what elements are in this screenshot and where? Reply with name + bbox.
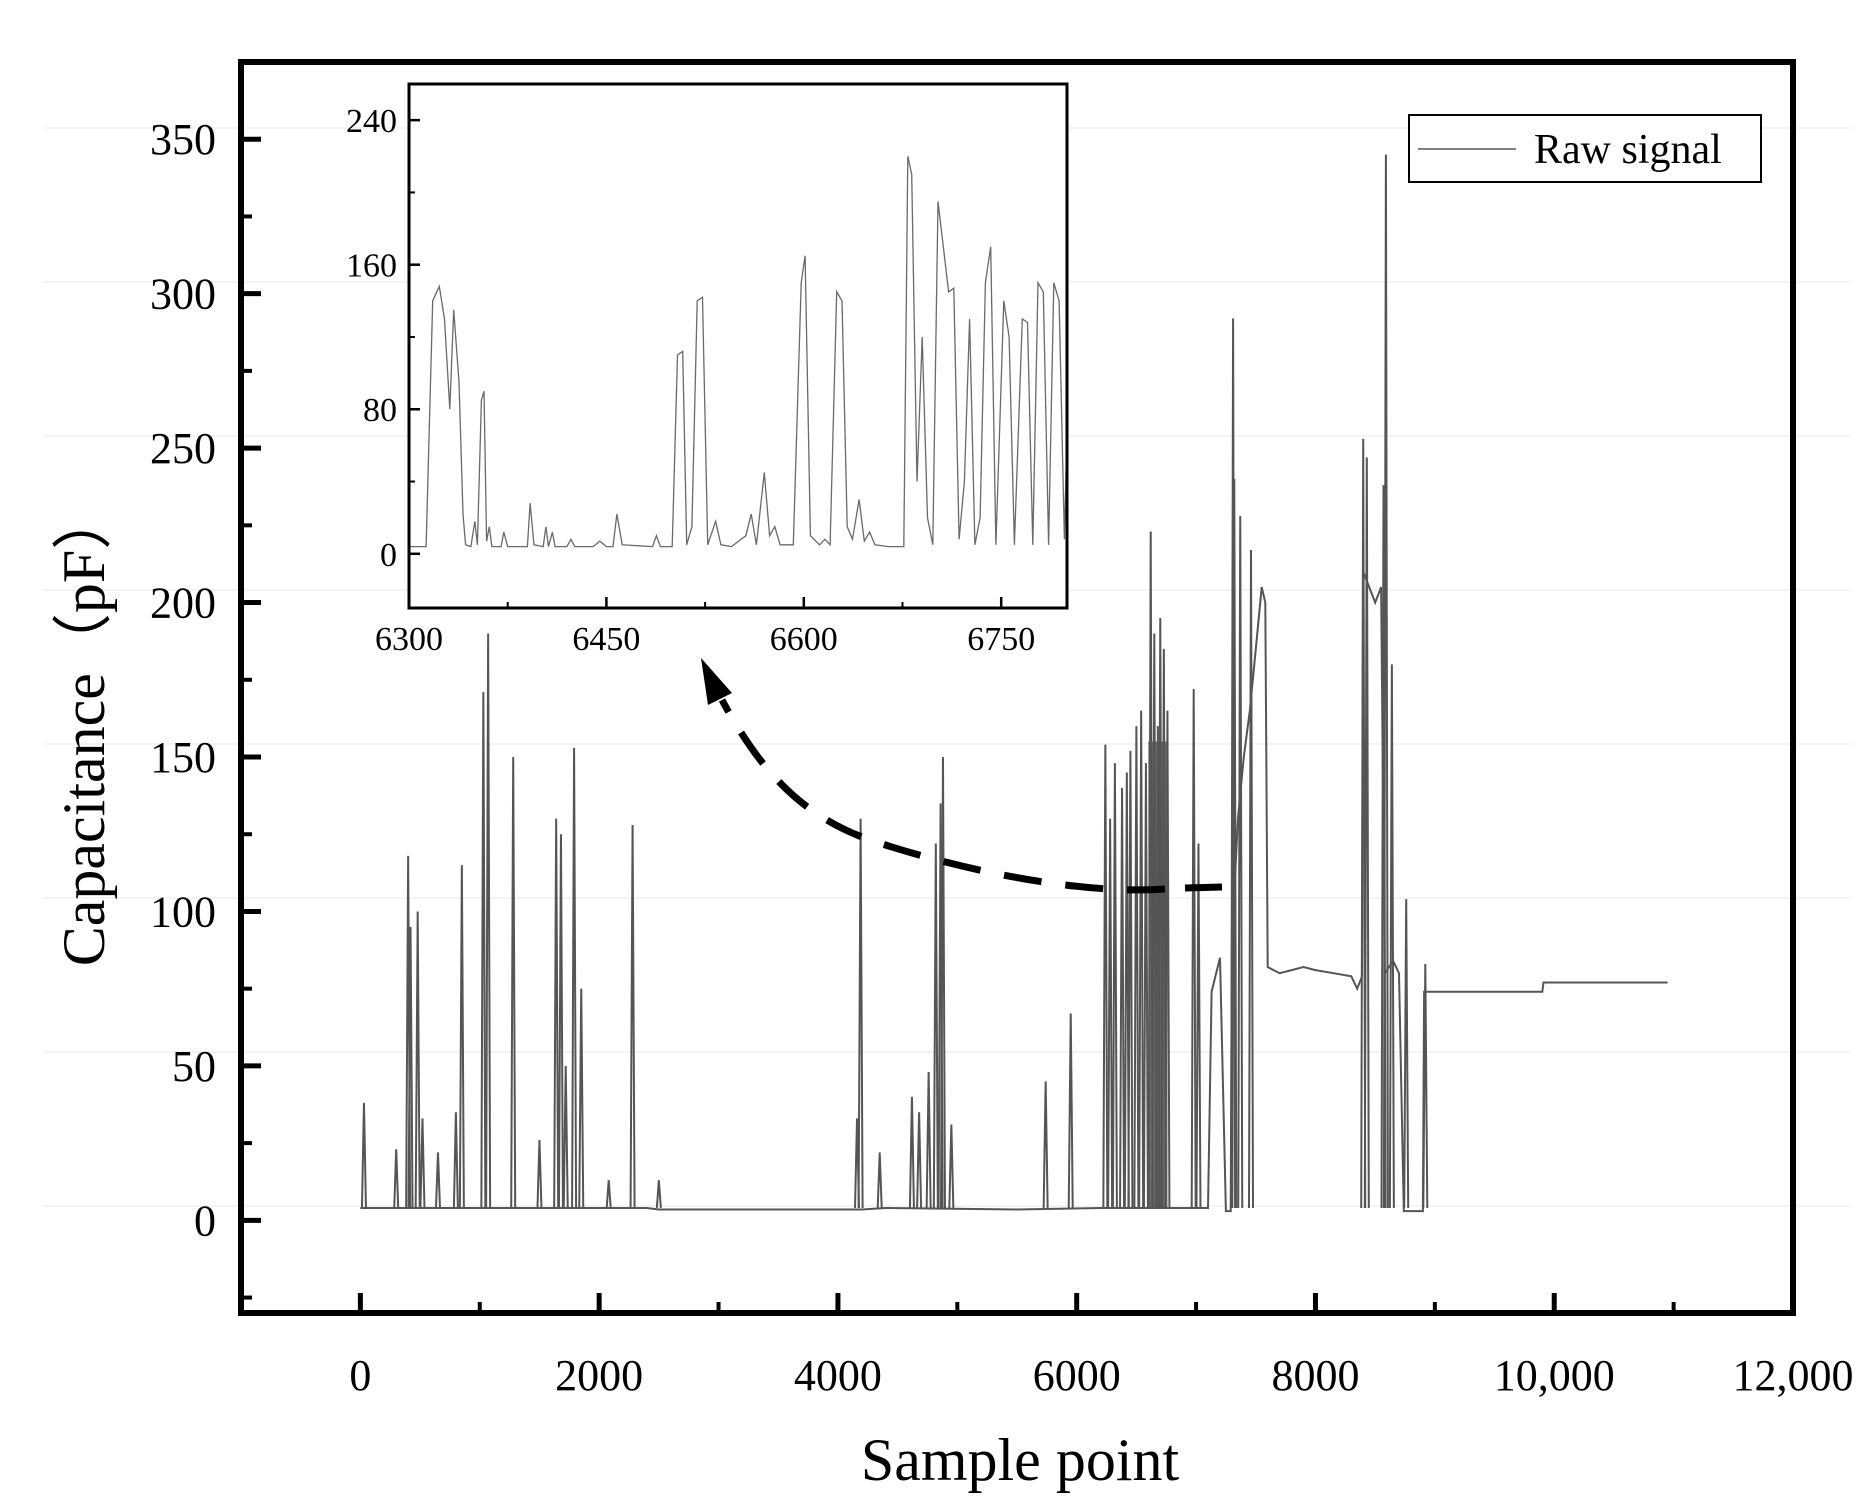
series-raw-signal-spike [485,633,492,1208]
x-tick-label: 8000 [1271,1351,1359,1400]
series-raw-signal-spike [458,865,465,1208]
series-raw-signal-spike [562,1065,569,1208]
legend: Raw signal [1408,114,1762,183]
series-raw-signal-spike [908,1096,915,1208]
series-raw-signal-spike [948,1124,955,1209]
series-raw-signal-spike [452,1112,459,1209]
plot-frame [238,59,1796,1316]
y-tick-label: 200 [150,579,216,628]
series-raw-signal-spike [407,926,414,1208]
y-tick-label: 0 [194,1196,216,1245]
series-raw-signal-spike [1388,664,1395,1208]
series-raw-signal-spike [393,1149,400,1209]
series-raw-signal-spike [1151,633,1158,1208]
inset-background [409,84,1067,608]
y-tick-label: 150 [150,733,216,782]
series-raw-signal-spike [1160,648,1167,1208]
series-raw-signal-spike [1111,763,1118,1208]
annotation-dashed-curve [718,698,1223,894]
series-raw-signal-spike [1147,531,1154,1208]
series-raw-signal-spike [857,818,864,1208]
y-tick-label: 50 [172,1042,216,1091]
series-raw-signal-spike [1042,1081,1049,1208]
y-axis-title: Capacitance（pF） [51,490,117,967]
x-tick-label: 2000 [555,1351,643,1400]
y-tick-label: 300 [150,270,216,319]
series-raw-signal-spike [419,1118,426,1209]
inset-y-tick-label: 240 [346,103,397,140]
x-tick-label: 6000 [1033,1351,1121,1400]
series-raw-signal-spike [510,756,517,1208]
series-raw-signal-spike [536,1139,543,1209]
x-axis-title: Sample point [861,1427,1180,1493]
x-tick-label: 10,000 [1494,1351,1615,1400]
series-raw-signal-spike [916,1112,923,1209]
series-raw-signal-spike [1247,550,1254,1208]
series-raw-signal-spike [1230,318,1237,1208]
series-raw-signal-line [360,571,1668,1213]
x-tick-label: 0 [349,1351,371,1400]
inset-x-tick-label: 6750 [967,621,1035,658]
x-tick-label: 4000 [794,1351,882,1400]
annotation-arrowhead [701,658,732,705]
series-raw-signal-spike [925,1072,932,1208]
inset-plot: 6300 6450 6600 6750 0 80 160 240 [346,82,1069,658]
series-raw-signal-spike [1164,710,1171,1208]
series-raw-signal-spike [360,1102,367,1208]
series-raw-signal-spike [553,818,560,1208]
series-raw-signal-spike [557,834,564,1208]
series-raw-signal-spike [434,1152,441,1209]
series-raw-signal-spike [1127,750,1134,1208]
main-plot: 0 2000 4000 6000 8000 10,000 12,00005010015020… [44,59,1854,1400]
series-raw-signal-spike [571,747,578,1208]
series-raw-signal-spike [1133,726,1140,1208]
series-raw-signal-spike [932,843,939,1208]
series-raw-signal-spike [480,692,487,1208]
inset-frame [407,82,1069,610]
series-raw-signal-spike [1422,963,1429,1208]
series-raw-signal-spike [605,1180,612,1209]
inset-y-tick-label: 0 [380,537,397,574]
inset-x-tick-label: 6450 [572,621,640,658]
series-raw-signal-spike [939,756,946,1208]
series-raw-signal-spike [1231,478,1238,1208]
legend-label-raw-signal: Raw signal [1534,127,1722,173]
y-tick-label: 100 [150,887,216,936]
series-raw-signal-spike [414,911,421,1208]
y-tick-label: 350 [150,115,216,164]
inset-x-tick-label: 6600 [770,621,838,658]
series-raw-signal-spike [578,988,585,1208]
annotation-arrow [701,658,1223,894]
x-tick-label: 12,000 [1733,1351,1854,1400]
series-raw-signal-spike [1195,843,1202,1208]
series-raw-signal-spike [1237,516,1244,1208]
inset-y-tick-label: 160 [346,248,397,285]
series-raw-signal-spike [1190,689,1197,1208]
series-raw-signal-spike [1119,787,1126,1208]
series-raw-signal-spike [876,1152,883,1209]
series-raw-signal-spike [1382,154,1389,1208]
y-tick-label: 250 [150,424,216,473]
series-raw-signal-spike [1403,899,1410,1208]
series-raw-signal-spike [1138,710,1145,1208]
series-raw-signal-spike [1067,1013,1074,1208]
series-raw-signal-spike [1142,763,1149,1208]
inset-series-line [409,156,1067,548]
series-raw-signal-spike [655,1180,662,1209]
series-raw-signal-spike [1107,818,1114,1208]
inset-y-tick-label: 80 [363,392,397,429]
series-raw-signal-spike [629,824,636,1208]
series-raw-signal-spike [1363,457,1370,1208]
series-raw-signal-spike [1102,744,1109,1208]
inset-x-tick-label: 6300 [375,621,443,658]
